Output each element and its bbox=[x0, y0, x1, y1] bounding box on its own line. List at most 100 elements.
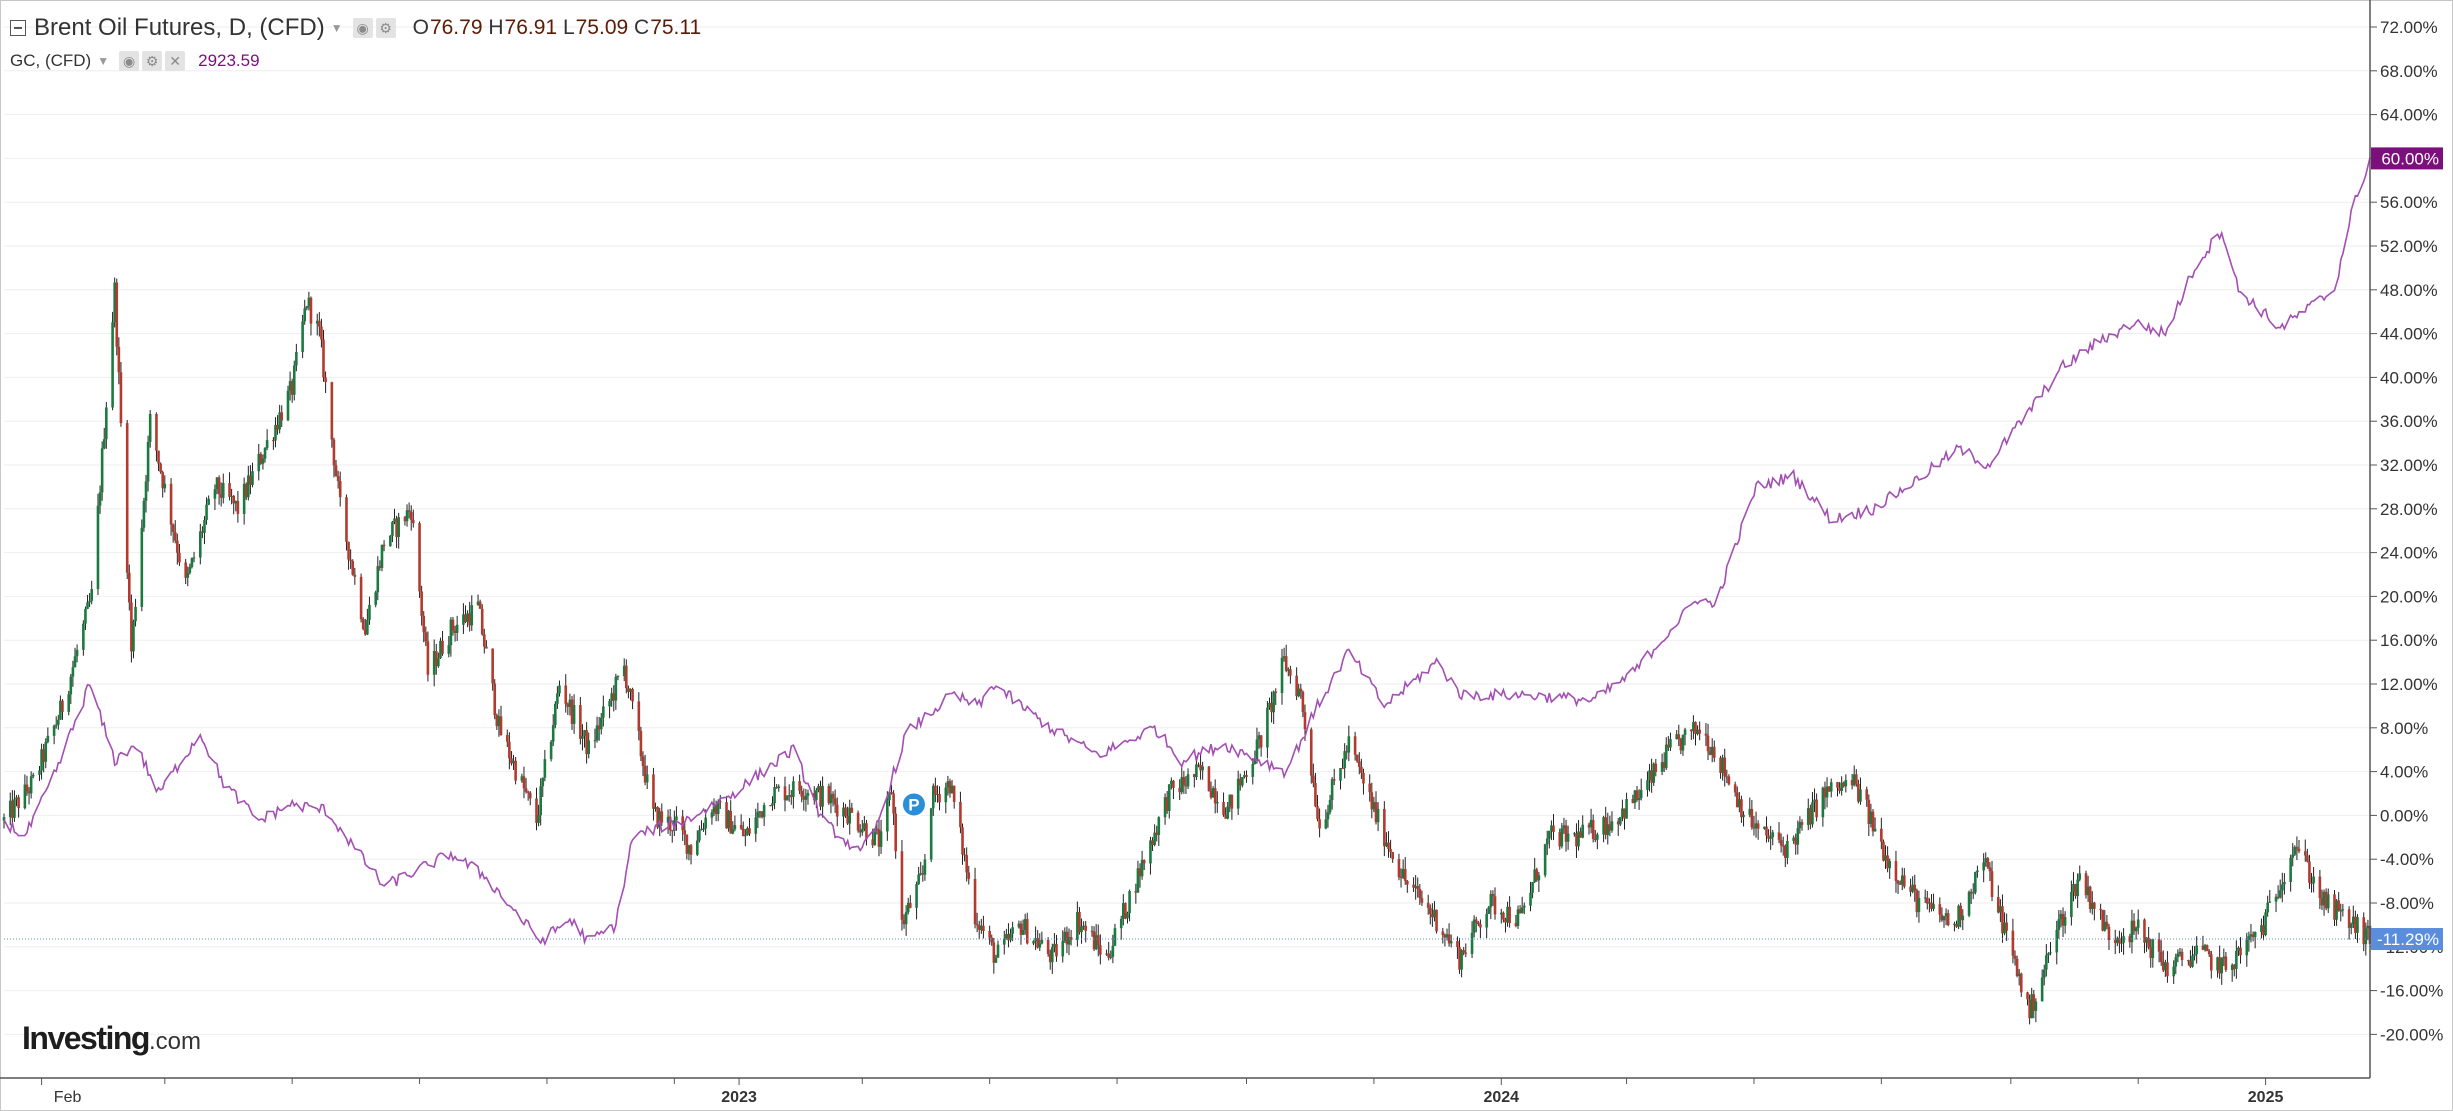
brent-candle bbox=[756, 802, 760, 829]
brent-candle bbox=[286, 385, 290, 421]
brent-candle-body bbox=[1825, 786, 1829, 798]
brent-candle-body bbox=[785, 796, 789, 801]
brent-candle bbox=[1880, 817, 1883, 850]
brent-candle bbox=[1124, 902, 1127, 920]
brent-candle bbox=[1633, 790, 1637, 809]
brent-candle bbox=[1915, 888, 1919, 918]
brent-candle-body bbox=[2122, 936, 2125, 943]
brent-candle bbox=[2220, 957, 2224, 985]
brent-candle bbox=[1529, 881, 1532, 912]
brent-candle bbox=[1314, 772, 1317, 808]
close-icon[interactable]: ✕ bbox=[165, 51, 186, 71]
brent-candle bbox=[86, 594, 89, 610]
brent-candle bbox=[994, 954, 998, 963]
brent-candle bbox=[702, 822, 705, 832]
brent-candle-body bbox=[2193, 954, 2196, 956]
brent-candle-body bbox=[483, 634, 486, 647]
brent-candle bbox=[821, 776, 824, 818]
brent-candle-body bbox=[499, 716, 503, 735]
gear-icon[interactable]: ⚙ bbox=[375, 18, 396, 38]
compare-series-value: 2923.59 bbox=[198, 51, 260, 70]
brent-candle bbox=[777, 784, 781, 792]
brent-candle bbox=[363, 618, 367, 636]
brent-candle bbox=[629, 688, 632, 701]
brent-candle bbox=[1596, 832, 1599, 850]
brent-candle-body bbox=[38, 770, 41, 775]
compare-series-title[interactable]: GC, (CFD) bbox=[10, 51, 92, 70]
brent-candle bbox=[1940, 907, 1944, 922]
brent-candle bbox=[1055, 934, 1058, 962]
brent-candle-body bbox=[1857, 783, 1860, 802]
brent-candle-body bbox=[2216, 957, 2219, 971]
brent-candle-body bbox=[952, 785, 956, 802]
brent-candle bbox=[1078, 907, 1081, 935]
brent-candle bbox=[1186, 768, 1190, 790]
brent-candle-body bbox=[1903, 875, 1906, 887]
visibility-icon[interactable]: ◉ bbox=[119, 51, 140, 71]
brent-candle bbox=[1518, 904, 1522, 914]
brent-candle bbox=[11, 790, 14, 827]
brent-candle bbox=[395, 515, 398, 549]
x-tick-label: 2024 bbox=[1483, 1089, 1519, 1106]
brent-candle-body bbox=[921, 873, 925, 875]
brent-candle-body bbox=[11, 800, 14, 818]
brent-candle bbox=[1213, 779, 1217, 814]
brent-candle-body bbox=[748, 828, 751, 834]
brent-candle bbox=[155, 412, 158, 462]
main-series-title[interactable]: Brent Oil Futures, D, (CFD) bbox=[34, 14, 325, 41]
brent-candle bbox=[1330, 777, 1334, 810]
y-tick-label: -8.00% bbox=[2380, 894, 2434, 913]
y-tick-label: 44.00% bbox=[2380, 325, 2438, 344]
brent-candle-body bbox=[1487, 907, 1491, 914]
collapse-icon[interactable] bbox=[10, 20, 26, 36]
brent-candle bbox=[1971, 883, 1975, 900]
brent-candle-body bbox=[2289, 857, 2292, 882]
brent-candle-body bbox=[1548, 830, 1551, 839]
brent-candle bbox=[1815, 793, 1818, 822]
brent-candle bbox=[1289, 665, 1292, 684]
brent-candle-body bbox=[2187, 960, 2190, 962]
brent-candle-body bbox=[82, 623, 85, 650]
brent-candle bbox=[1443, 933, 1447, 947]
brent-candle bbox=[2047, 952, 2050, 963]
brent-candle bbox=[198, 523, 202, 565]
ohlc-open-value: 76.79 bbox=[429, 16, 483, 39]
visibility-icon[interactable]: ◉ bbox=[352, 18, 373, 38]
gear-icon[interactable]: ⚙ bbox=[142, 51, 163, 71]
brent-candle bbox=[1516, 905, 1520, 929]
chevron-down-icon[interactable]: ▼ bbox=[330, 21, 343, 35]
gold-line bbox=[3, 157, 2371, 947]
ohlc-open-key: O bbox=[412, 16, 429, 39]
brent-candle-body bbox=[130, 602, 133, 652]
brent-candle-body bbox=[144, 481, 148, 501]
brent-candle bbox=[2172, 960, 2176, 985]
brent-candle-body bbox=[1326, 812, 1330, 820]
brent-candle bbox=[1460, 949, 1463, 978]
brent-candle bbox=[1930, 894, 1933, 912]
chevron-down-icon[interactable]: ▼ bbox=[97, 54, 110, 68]
brent-candle bbox=[754, 808, 758, 842]
brent-candle bbox=[1844, 774, 1848, 793]
brent-candle-body bbox=[301, 321, 304, 352]
brent-candle bbox=[1857, 779, 1860, 804]
brent-candle-body bbox=[710, 812, 714, 818]
brent-candle bbox=[466, 610, 469, 628]
brent-candle bbox=[1623, 808, 1626, 830]
brent-candle bbox=[1372, 796, 1376, 813]
brent-candle bbox=[307, 291, 311, 311]
brent-candle-body bbox=[1295, 675, 1298, 697]
brent-candle-body bbox=[1610, 821, 1614, 831]
brent-candle bbox=[61, 699, 64, 720]
brent-candle bbox=[1284, 644, 1288, 673]
brent-candle-body bbox=[1827, 786, 1831, 792]
brent-candle bbox=[1911, 876, 1914, 894]
brent-candle-body bbox=[1798, 821, 1802, 829]
brent-candle-body bbox=[1165, 797, 1169, 811]
brent-candle bbox=[1982, 853, 1985, 883]
brent-candle-body bbox=[105, 407, 108, 440]
brent-candle bbox=[2253, 931, 2257, 949]
brent-candle-body bbox=[2174, 957, 2178, 967]
brent-candle bbox=[1635, 785, 1639, 802]
brent-candle bbox=[535, 787, 538, 831]
